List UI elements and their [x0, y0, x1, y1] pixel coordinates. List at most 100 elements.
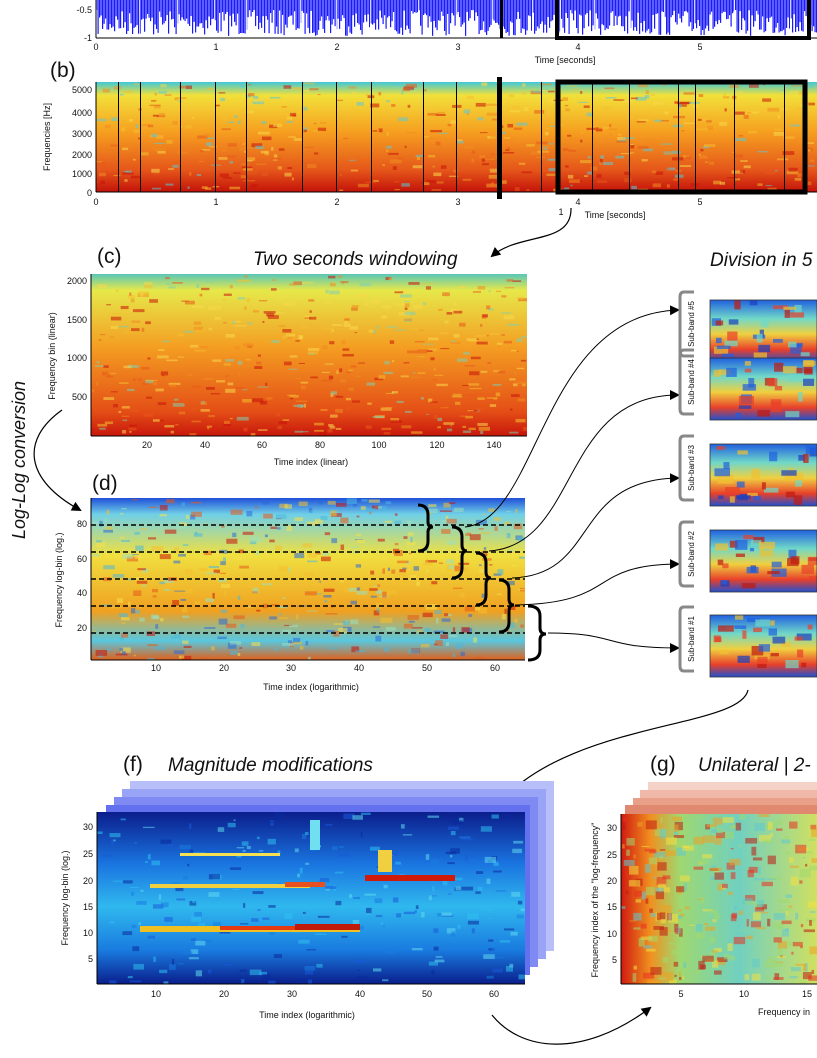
waveform-sample	[319, 0, 321, 21]
waveform-sample	[424, 0, 426, 14]
texture-patch	[99, 520, 103, 527]
texture-patch	[446, 928, 456, 934]
texture-patch	[191, 385, 202, 388]
waveform-sample	[280, 0, 282, 34]
texture-patch	[702, 154, 706, 157]
texture-patch	[773, 937, 782, 943]
texture-patch	[741, 583, 756, 589]
texture-patch	[727, 943, 733, 951]
texture-patch	[339, 379, 347, 383]
texture-patch	[520, 359, 527, 362]
texture-patch	[326, 630, 335, 633]
texture-patch	[195, 970, 203, 977]
texture-patch	[106, 509, 110, 515]
texture-patch	[735, 822, 742, 831]
texture-patch	[447, 893, 452, 895]
texture-patch	[188, 823, 192, 829]
texture-patch	[547, 143, 555, 145]
texture-patch	[292, 87, 303, 90]
texture-patch	[205, 386, 215, 390]
texture-patch	[803, 360, 816, 366]
texture-patch	[303, 572, 314, 577]
texture-patch	[300, 326, 310, 329]
texture-patch	[350, 169, 358, 172]
waveform-sample	[132, 0, 134, 35]
texture-patch	[811, 858, 817, 863]
panel-g-ytick: 20	[607, 876, 617, 886]
texture-patch	[578, 180, 583, 182]
texture-patch	[342, 353, 354, 357]
texture-patch	[383, 647, 390, 652]
texture-patch	[532, 90, 543, 93]
texture-patch	[477, 397, 485, 400]
texture-patch	[713, 346, 729, 354]
waveform-sample	[204, 0, 206, 35]
texture-patch	[660, 829, 667, 838]
texture-patch	[693, 866, 704, 870]
texture-patch	[389, 159, 402, 164]
texture-patch	[179, 125, 183, 128]
texture-patch	[355, 533, 362, 536]
texture-patch	[479, 569, 487, 573]
texture-patch	[468, 427, 476, 431]
texture-patch	[189, 344, 199, 348]
texture-patch	[785, 851, 790, 855]
texture-patch	[121, 622, 126, 624]
texture-patch	[784, 836, 790, 839]
waveform-sample	[753, 0, 755, 27]
texture-patch	[408, 532, 414, 536]
waveform-sample	[747, 0, 749, 31]
texture-patch	[181, 502, 185, 507]
texture-patch	[702, 835, 715, 843]
texture-patch	[143, 413, 153, 417]
texture-patch	[620, 152, 632, 155]
waveform-sample	[489, 0, 491, 28]
texture-patch	[229, 186, 241, 190]
texture-patch	[302, 281, 314, 284]
texture-patch	[465, 854, 468, 861]
texture-patch	[498, 370, 506, 374]
waveform-sample	[171, 0, 173, 20]
texture-patch	[637, 822, 643, 827]
waveform-sample	[201, 0, 203, 24]
waveform-sample	[568, 0, 570, 34]
panel-c-ytick: 1000	[67, 353, 87, 363]
waveform-gap	[630, 0, 631, 38]
texture-patch	[193, 533, 203, 537]
texture-patch	[637, 83, 649, 88]
texture-patch	[293, 138, 304, 141]
texture-patch	[129, 980, 142, 983]
waveform-sample	[811, 0, 813, 32]
waveform-sample	[649, 0, 651, 34]
texture-patch	[351, 305, 359, 308]
texture-patch	[565, 108, 570, 112]
texture-patch	[278, 613, 283, 616]
texture-patch	[417, 630, 422, 634]
texture-patch	[294, 979, 305, 984]
texture-patch	[304, 970, 314, 975]
texture-patch	[437, 426, 441, 429]
texture-patch	[751, 846, 757, 856]
texture-patch	[523, 107, 529, 112]
texture-patch	[222, 177, 233, 179]
waveform-sample	[634, 0, 636, 28]
texture-patch	[278, 617, 289, 619]
texture-patch	[747, 112, 752, 114]
texture-patch	[226, 155, 236, 158]
texture-patch	[305, 862, 310, 865]
texture-patch	[790, 312, 805, 318]
texture-patch	[227, 642, 237, 649]
waveform-sample	[552, 0, 554, 21]
texture-patch	[407, 350, 418, 354]
panel-d-xtick: 20	[219, 663, 229, 673]
texture-patch	[759, 329, 764, 338]
texture-patch	[344, 318, 350, 321]
texture-patch	[309, 316, 317, 320]
waveform-sample	[541, 0, 543, 22]
texture-patch	[770, 832, 773, 838]
texture-patch	[435, 956, 443, 958]
texture-patch	[488, 289, 491, 293]
texture-patch	[513, 840, 524, 844]
texture-patch	[317, 915, 330, 918]
